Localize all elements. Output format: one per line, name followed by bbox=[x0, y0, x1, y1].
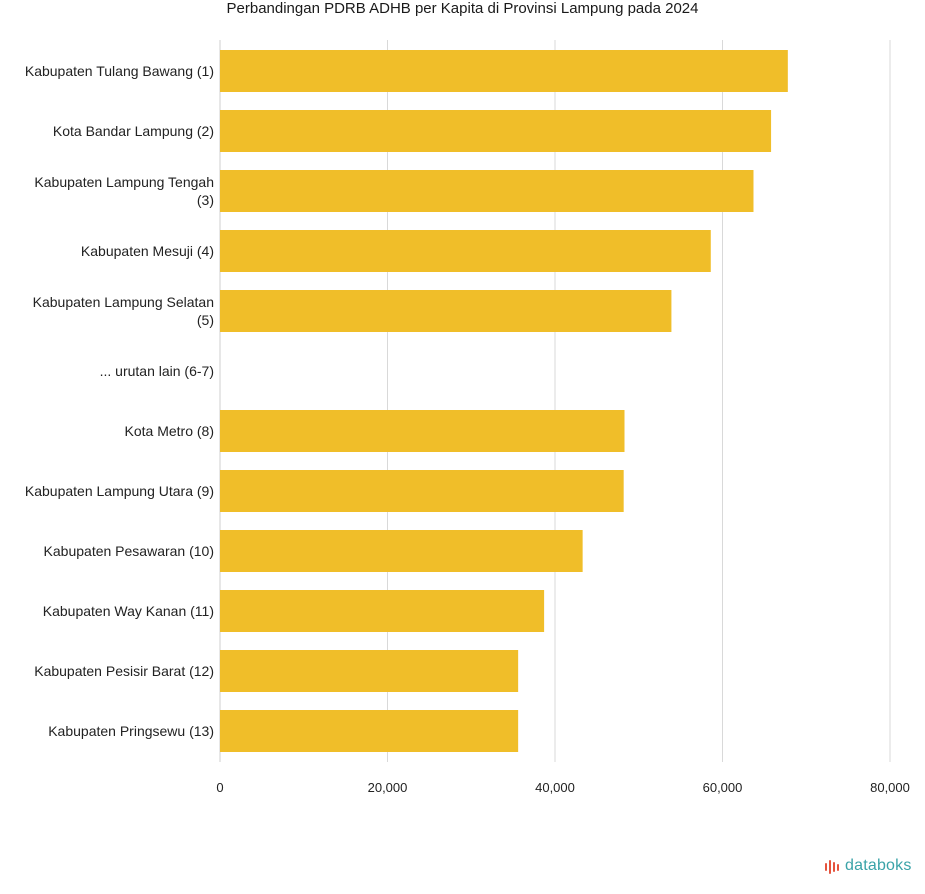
bar bbox=[220, 530, 583, 572]
bar bbox=[220, 650, 519, 692]
bar bbox=[220, 230, 711, 272]
category-label: Kabupaten Mesuji (4) bbox=[81, 243, 214, 259]
category-label: Kabupaten Lampung Utara (9) bbox=[25, 483, 214, 499]
category-label: Kabupaten Lampung Selatan (5) bbox=[33, 294, 214, 328]
bar bbox=[220, 590, 545, 632]
x-axis-tick-labels: 0 20,000 40,000 60,000 80,000 bbox=[216, 780, 910, 795]
category-label: Kota Metro (8) bbox=[125, 423, 214, 439]
category-label: ... urutan lain (6-7) bbox=[100, 363, 214, 379]
brand-name: databoks bbox=[845, 857, 912, 874]
bar bbox=[220, 710, 519, 752]
bar bbox=[220, 470, 624, 512]
x-tick-label: 80,000 bbox=[870, 780, 910, 795]
x-tick-label: 40,000 bbox=[535, 780, 575, 795]
chart-title: Perbandingan PDRB ADHB per Kapita di Pro… bbox=[226, 0, 699, 17]
bar bbox=[220, 290, 672, 332]
x-tick-label: 0 bbox=[216, 780, 223, 795]
category-label: Kota Bandar Lampung (2) bbox=[53, 123, 214, 139]
category-label: Kabupaten Pesisir Barat (12) bbox=[34, 663, 214, 679]
bars bbox=[220, 50, 788, 752]
bar bbox=[220, 50, 788, 92]
databoks-brand: databoks bbox=[824, 856, 912, 876]
category-label: Kabupaten Lampung Tengah (3) bbox=[34, 174, 214, 208]
category-label: Kabupaten Tulang Bawang (1) bbox=[25, 63, 214, 79]
databoks-logo-icon bbox=[825, 860, 839, 874]
category-label: Kabupaten Pringsewu (13) bbox=[48, 723, 214, 739]
bar bbox=[220, 170, 754, 212]
grid-lines bbox=[219, 40, 891, 762]
category-labels: Kabupaten Tulang Bawang (1) Kota Bandar L… bbox=[25, 63, 214, 739]
bar bbox=[220, 410, 625, 452]
x-tick-label: 20,000 bbox=[368, 780, 408, 795]
category-label: Kabupaten Way Kanan (11) bbox=[43, 603, 214, 619]
category-label: Kabupaten Pesawaran (10) bbox=[44, 543, 214, 559]
bar bbox=[220, 110, 772, 152]
x-tick-label: 60,000 bbox=[703, 780, 743, 795]
